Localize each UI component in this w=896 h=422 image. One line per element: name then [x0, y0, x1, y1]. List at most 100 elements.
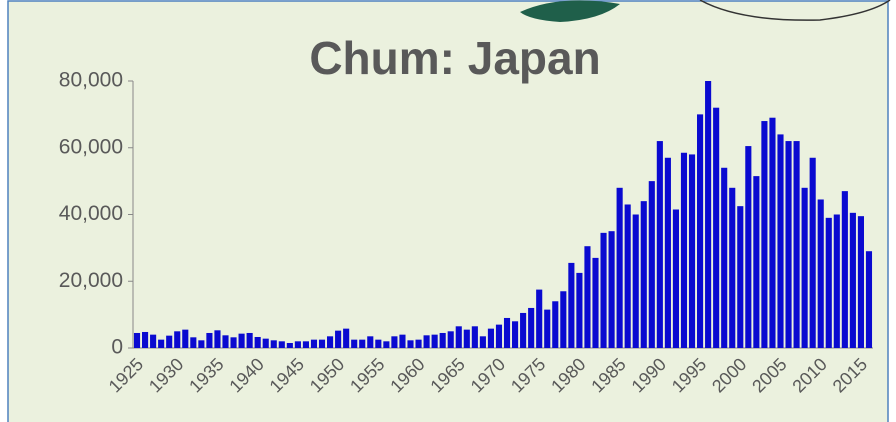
bar: [230, 337, 237, 348]
bar: [584, 246, 591, 348]
bar: [857, 216, 864, 348]
bar: [608, 231, 615, 348]
y-tick-label: 0: [111, 336, 123, 359]
bar: [688, 154, 696, 348]
bar: [841, 191, 848, 348]
bar: [286, 342, 293, 348]
bar: [672, 209, 679, 348]
bar: [182, 329, 189, 348]
y-tick-label: 60,000: [59, 135, 123, 158]
bar: [825, 217, 832, 348]
bar: [624, 204, 631, 348]
bar: [479, 336, 486, 348]
bar: [423, 335, 430, 348]
bar: [761, 121, 768, 348]
bar: [648, 181, 655, 348]
bar: [310, 339, 318, 348]
bar: [729, 187, 736, 348]
bar: [142, 331, 149, 348]
bar: [463, 329, 470, 348]
bar: [616, 187, 623, 348]
bar: [592, 257, 599, 348]
bar: [769, 117, 776, 349]
bar: [793, 141, 800, 348]
bar: [214, 330, 221, 348]
bar: [705, 81, 712, 348]
bar: [520, 312, 527, 348]
bar: [713, 107, 720, 348]
bar: [568, 262, 575, 348]
bar: [158, 339, 165, 348]
bar: [222, 335, 229, 348]
bar: [801, 187, 808, 348]
bar: [600, 232, 607, 348]
bar: [680, 152, 688, 348]
bar: [552, 301, 559, 348]
bar: [415, 339, 422, 348]
bar: [560, 291, 567, 348]
bar: [512, 321, 519, 348]
bar: [254, 336, 261, 348]
bar: [817, 199, 824, 348]
bar: [238, 333, 245, 348]
bar: [697, 114, 704, 348]
bar: [133, 332, 141, 348]
bar: [294, 341, 301, 348]
bar: [777, 134, 784, 348]
bar: [318, 339, 326, 348]
bar: [664, 157, 671, 348]
bar: [150, 334, 157, 348]
bar: [503, 317, 511, 348]
bar: [431, 334, 438, 348]
bar: [544, 309, 551, 348]
bar: [447, 331, 454, 348]
bar: [198, 340, 205, 348]
bar: [166, 335, 173, 348]
bar: [391, 336, 398, 348]
bar: [407, 340, 414, 348]
bar: [745, 146, 752, 348]
bar: [302, 341, 309, 348]
bar: [399, 334, 406, 348]
bar: [640, 201, 647, 348]
bar: [190, 337, 197, 348]
bar: [206, 332, 213, 348]
bar: [471, 326, 478, 348]
y-tick-label: 40,000: [59, 202, 123, 225]
bar: [439, 332, 446, 348]
bar: [270, 340, 277, 348]
bar: [343, 328, 350, 348]
bar: [833, 214, 840, 348]
bar: [327, 336, 334, 348]
bar: [721, 167, 728, 348]
bar: [576, 272, 583, 348]
fish-illustration: [520, 0, 620, 22]
bar: [753, 176, 760, 348]
bar: [809, 157, 816, 348]
bar: [383, 341, 390, 348]
y-tick-label: 20,000: [59, 269, 123, 292]
bar: [785, 141, 792, 348]
bar: [737, 206, 744, 348]
bar: [174, 331, 181, 348]
bar: [278, 341, 285, 348]
bar: [632, 214, 639, 348]
bar: [536, 289, 543, 348]
y-tick-label: 80,000: [59, 69, 123, 92]
bar: [455, 326, 462, 348]
bar: [367, 336, 374, 348]
bar: [865, 251, 873, 348]
bar: [262, 338, 269, 348]
chart-title: Chum: Japan: [309, 32, 600, 84]
map-outline: [699, 0, 891, 21]
bar: [656, 141, 663, 348]
bar: [246, 332, 253, 348]
bar: [849, 212, 856, 348]
bar: [359, 339, 366, 348]
bar: [487, 328, 494, 348]
bar: [495, 324, 503, 348]
bar: [375, 339, 382, 348]
bar: [335, 330, 342, 348]
